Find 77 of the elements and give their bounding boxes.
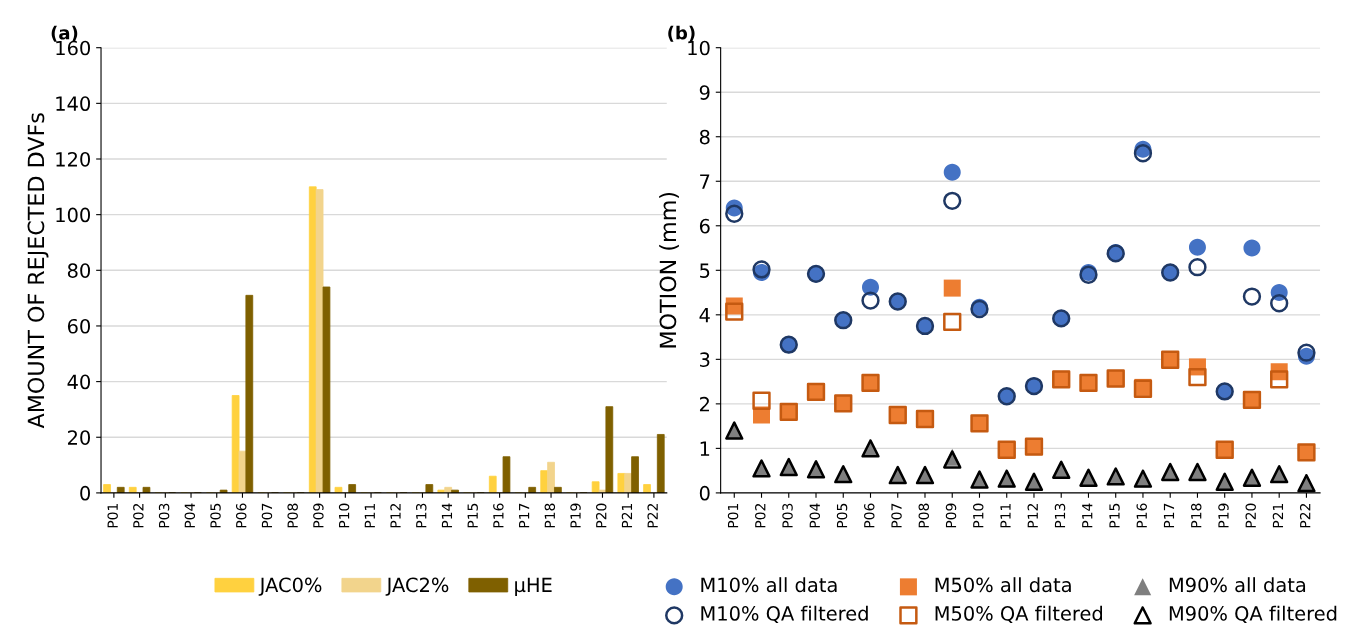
y-tick-label: 7 xyxy=(700,174,710,189)
chart-title: (b) xyxy=(668,25,695,42)
legend-label: M10% all data xyxy=(701,577,837,593)
x-tick-label: P06 xyxy=(864,503,875,528)
x-tick-label: P17 xyxy=(1163,503,1175,528)
y-tick-label: 100 xyxy=(56,207,91,223)
x-tick-label: P18 xyxy=(1190,503,1202,528)
x-tick-label: P02 xyxy=(133,504,144,528)
x-tick-label: P19 xyxy=(1218,503,1229,528)
x-tick-label: P21 xyxy=(621,503,633,528)
legend-label: JAC0% xyxy=(258,577,322,596)
x-tick-label: P15 xyxy=(467,503,478,528)
x-tick-label: P12 xyxy=(390,504,401,528)
y-tick-label: 6 xyxy=(699,218,710,234)
x-tick-label: P06 xyxy=(235,503,247,528)
x-tick-label: P22 xyxy=(1299,504,1311,528)
legend-label: M50% QA filtered xyxy=(935,605,1102,623)
x-tick-label: P18 xyxy=(544,503,556,528)
y-tick-label: 3 xyxy=(700,352,710,367)
x-tick-label: P08 xyxy=(918,503,930,528)
legend-label: µHE xyxy=(515,577,552,596)
x-tick-label: P10 xyxy=(973,503,984,528)
y-tick-label: 140 xyxy=(56,96,91,112)
x-tick-label: P04 xyxy=(184,503,196,528)
legend-label: M50% all data xyxy=(935,577,1071,593)
y-tick-label: 0 xyxy=(699,485,710,501)
x-tick-label: P01 xyxy=(107,503,118,528)
x-tick-label: P07 xyxy=(891,503,902,528)
y-tick-label: 8 xyxy=(699,129,710,145)
y-tick-label: 20 xyxy=(67,430,91,445)
x-tick-label: P02 xyxy=(755,504,766,528)
y-axis-title: MOTION (mm) xyxy=(659,192,679,348)
x-tick-label: P04 xyxy=(809,503,821,528)
x-tick-label: P09 xyxy=(945,503,957,528)
x-tick-label: P15 xyxy=(1109,503,1120,528)
y-tick-label: 60 xyxy=(67,318,91,334)
legend-label: JAC2% xyxy=(385,577,449,596)
x-tick-label: P14 xyxy=(1082,503,1093,528)
x-tick-label: P10 xyxy=(338,503,350,528)
x-tick-label: P17 xyxy=(519,503,530,528)
x-tick-label: P20 xyxy=(596,503,607,528)
x-tick-label: P11 xyxy=(364,503,375,528)
x-tick-label: P19 xyxy=(570,503,581,528)
y-tick-label: 4 xyxy=(699,308,710,323)
x-tick-label: P01 xyxy=(727,503,739,528)
x-tick-label: P11 xyxy=(1000,503,1011,528)
x-tick-label: P13 xyxy=(1054,503,1066,528)
legend-label: M90% QA filtered xyxy=(1169,605,1337,623)
x-tick-label: P20 xyxy=(1245,503,1256,528)
x-tick-label: P03 xyxy=(782,503,793,528)
y-tick-label: 120 xyxy=(56,151,91,167)
x-tick-label: P21 xyxy=(1272,503,1284,528)
x-tick-label: P13 xyxy=(415,503,427,528)
chart-title: (a) xyxy=(51,25,78,42)
y-tick-label: 40 xyxy=(67,374,91,390)
x-tick-label: P14 xyxy=(441,503,453,528)
y-axis-title: AMOUNT OF REJECTED DVFs xyxy=(27,113,49,429)
x-tick-label: P22 xyxy=(647,504,658,528)
x-tick-label: P12 xyxy=(1027,504,1038,528)
x-tick-label: P16 xyxy=(493,503,504,528)
x-tick-label: P03 xyxy=(158,503,170,528)
y-tick-label: 2 xyxy=(699,396,709,412)
x-tick-label: P05 xyxy=(210,503,221,528)
y-tick-label: 160 xyxy=(56,40,91,56)
legend-label: M90% all data xyxy=(1169,577,1306,593)
legend-label: M10% QA filtered xyxy=(701,605,868,623)
y-tick-label: 5 xyxy=(700,263,710,278)
x-tick-label: P16 xyxy=(1136,503,1147,528)
y-tick-label: 0 xyxy=(80,485,91,501)
x-tick-label: P09 xyxy=(313,503,324,528)
y-tick-label: 1 xyxy=(700,441,710,456)
y-tick-label: 9 xyxy=(699,85,710,100)
y-tick-label: 10 xyxy=(688,40,710,56)
x-tick-label: P08 xyxy=(287,503,298,528)
x-tick-label: P07 xyxy=(261,503,273,528)
x-tick-label: P05 xyxy=(836,503,848,528)
y-tick-label: 80 xyxy=(67,263,91,278)
